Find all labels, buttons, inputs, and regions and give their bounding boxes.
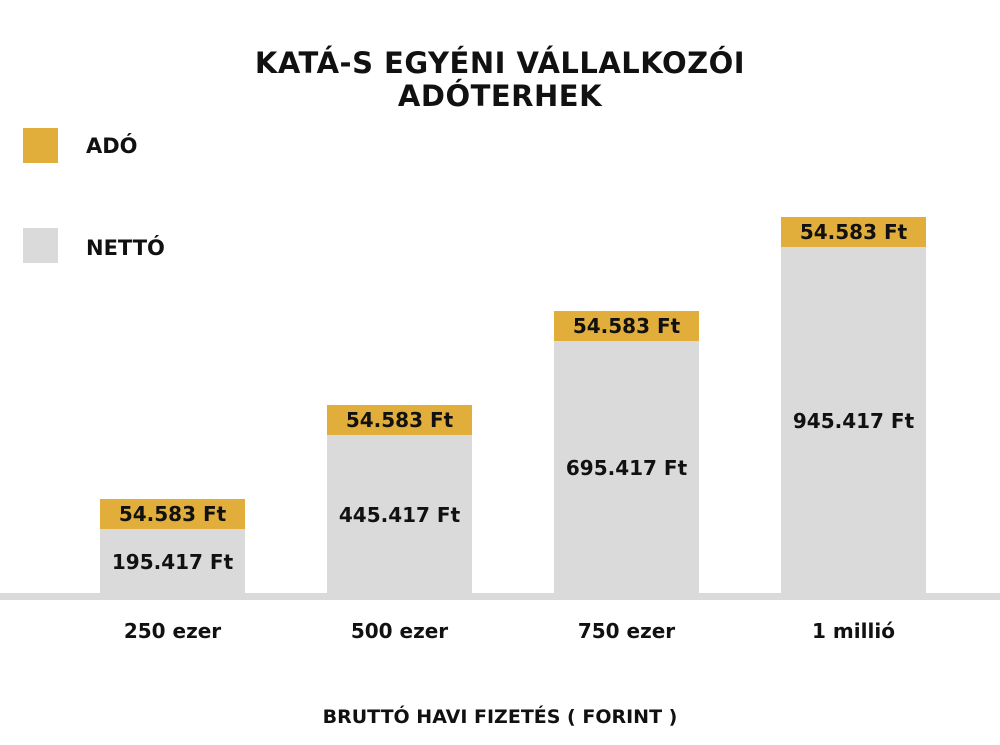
bar-tax-3 <box>781 217 926 247</box>
bar-tax-1 <box>327 405 472 435</box>
bar-net-0 <box>100 529 245 593</box>
x-tick-label-0: 250 ezer <box>124 619 221 643</box>
x-tick-label-3: 1 millió <box>812 619 895 643</box>
chart-title-line-2: ADÓTERHEK <box>397 79 603 113</box>
x-axis-baseline <box>0 593 1000 600</box>
data-label-tax-0: 54.583 Ft <box>119 502 227 526</box>
data-label-net-3: 945.417 Ft <box>793 409 915 433</box>
data-label-tax-2: 54.583 Ft <box>573 314 681 338</box>
bar-net-3 <box>781 247 926 593</box>
bar-tax-2 <box>554 311 699 341</box>
bar-net-2 <box>554 341 699 593</box>
legend-label-net: NETTÓ <box>86 236 165 260</box>
data-label-net-0: 195.417 Ft <box>112 550 234 574</box>
data-label-tax-3: 54.583 Ft <box>800 220 908 244</box>
chart-title-line-1: KATÁ-S EGYÉNI VÁLLALKOZÓI <box>254 46 746 80</box>
bar-tax-0 <box>100 499 245 529</box>
legend-swatch-tax <box>23 128 58 163</box>
data-label-net-1: 445.417 Ft <box>339 503 461 527</box>
bar-net-1 <box>327 435 472 593</box>
chart-title: KATÁ-S EGYÉNI VÁLLALKOZÓI ADÓTERHEK <box>0 47 1000 113</box>
legend-swatch-net <box>23 228 58 263</box>
x-axis-title: BRUTTÓ HAVI FIZETÉS ( FORINT ) <box>322 706 678 728</box>
data-label-tax-1: 54.583 Ft <box>346 408 454 432</box>
x-tick-label-1: 500 ezer <box>351 619 448 643</box>
legend-label-tax: ADÓ <box>86 134 138 158</box>
x-tick-label-2: 750 ezer <box>578 619 675 643</box>
data-label-net-2: 695.417 Ft <box>566 456 688 480</box>
